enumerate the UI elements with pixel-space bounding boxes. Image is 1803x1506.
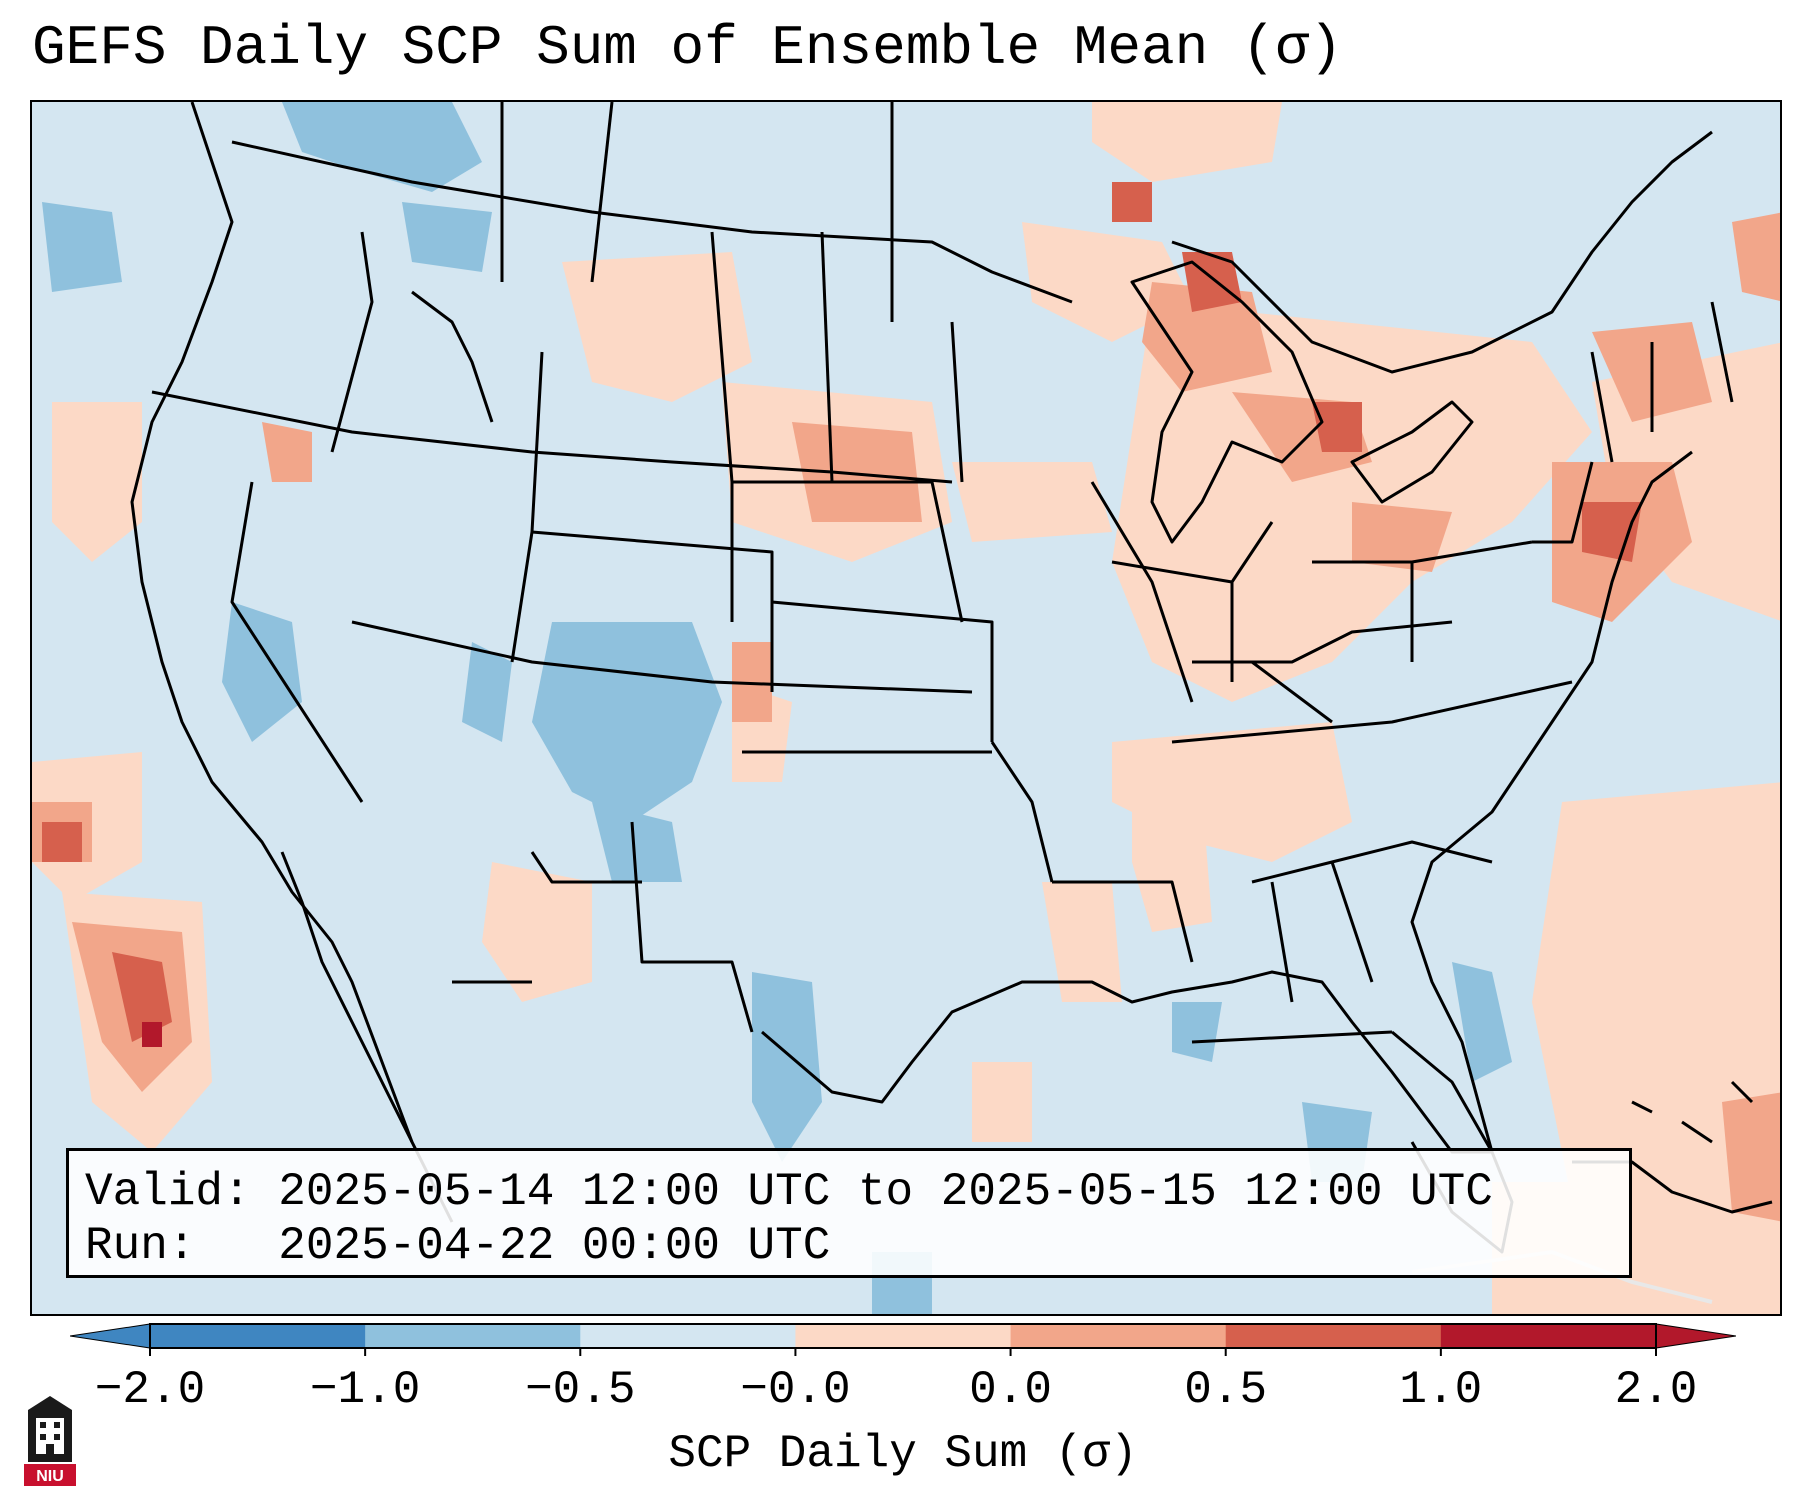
niu-logo-icon: NIU — [20, 1392, 80, 1488]
anomaly-fields — [32, 102, 1780, 1314]
colorbar-tick-label: 1.0 — [1399, 1364, 1483, 1416]
strong-positive-anomaly-regions — [42, 182, 1642, 1042]
colorbar-tick-label: −0.0 — [740, 1364, 851, 1416]
colorbar-extend-left — [69, 1323, 151, 1349]
colorbar-label: SCP Daily Sum (σ) — [668, 1428, 1138, 1480]
colorbar-tick-label: 0.5 — [1184, 1364, 1268, 1416]
baja-coast — [280, 851, 414, 1143]
max-positive-anomaly-regions — [142, 1022, 162, 1047]
map-title: GEFS Daily SCP Sum of Ensemble Mean (σ) — [32, 16, 1343, 80]
weak-positive-anomaly-regions — [32, 102, 1780, 1314]
state-lines — [151, 390, 953, 484]
valid-label: Valid: — [85, 1166, 251, 1218]
great-lakes — [1130, 260, 1324, 544]
valid-value: 2025-05-14 12:00 UTC to 2025-05-15 12:00… — [278, 1166, 1493, 1218]
colorbar-tick-label: −0.5 — [525, 1364, 636, 1416]
colorbar-tick-label: −1.0 — [309, 1364, 421, 1416]
colorbar-bar — [69, 1323, 1737, 1356]
colorbar-tick-label: −2.0 — [94, 1364, 206, 1416]
colorbar-segment — [1225, 1324, 1442, 1348]
colorbar-tick-label: 2.0 — [1614, 1364, 1698, 1416]
colorbar-segment — [795, 1324, 1012, 1348]
colorbar: −2.0 −1.0 −0.5 −0.0 0.0 0.5 1.0 2.0 SCP Daily S… — [69, 1316, 1737, 1480]
canada-border — [231, 140, 1073, 304]
run-label: Run: — [85, 1220, 196, 1272]
colorbar-segment — [150, 1324, 366, 1348]
scp-map — [32, 102, 1780, 1314]
colorbar-segment — [365, 1324, 581, 1348]
borders — [130, 102, 1773, 1254]
map-panel[interactable] — [30, 100, 1782, 1316]
gulf-coast — [761, 450, 1693, 1154]
valid-run-info-box: Valid: 2025-05-14 12:00 UTC to 2025-05-1… — [66, 1148, 1632, 1278]
colorbar-segment — [1010, 1324, 1227, 1348]
coastline — [130, 102, 454, 1223]
colorbar-tick-label: 0.0 — [969, 1364, 1052, 1416]
colorbar-segment — [580, 1324, 796, 1348]
logo-text: NIU — [36, 1468, 64, 1485]
colorbar-extend-right — [1655, 1323, 1737, 1349]
colorbar-segment — [1440, 1324, 1657, 1348]
run-value: 2025-04-22 00:00 UTC — [278, 1220, 831, 1272]
